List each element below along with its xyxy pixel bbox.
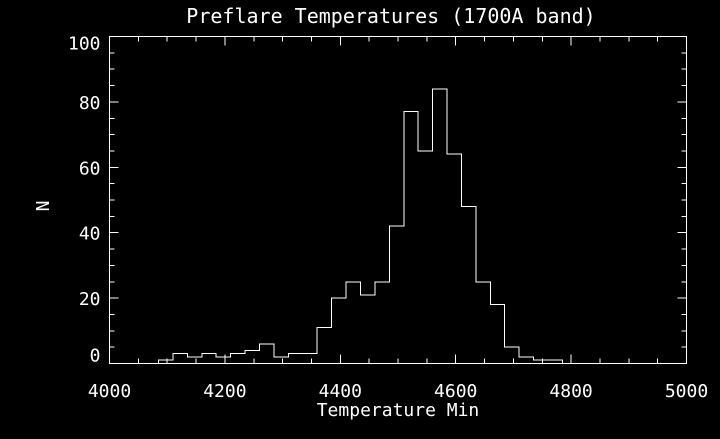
x-tick-labels: 4000 4200 4400 4600 4800 5000 <box>88 381 708 402</box>
y-tick-label: 0 <box>90 346 101 367</box>
y-tick-label: 40 <box>79 224 101 245</box>
axes <box>109 36 687 364</box>
y-tick-label: 80 <box>79 93 101 114</box>
y-tick-labels: 0 20 40 60 80 100 <box>68 34 101 367</box>
x-tick-label: 4600 <box>434 381 477 402</box>
x-tick-label: 4400 <box>319 381 362 402</box>
chart-title: Preflare Temperatures (1700A band) <box>186 4 595 28</box>
y-tick-label: 60 <box>79 158 101 179</box>
y-tick-label: 100 <box>68 34 101 55</box>
x-axis-label: Temperature Min <box>317 400 480 421</box>
y-tick-label: 20 <box>79 289 101 310</box>
x-tick-label: 4800 <box>549 381 592 402</box>
y-axis-label: N <box>33 201 54 212</box>
x-tick-label: 4000 <box>88 381 131 402</box>
histogram-series <box>109 88 687 364</box>
plot-frame <box>109 36 687 364</box>
x-tick-label: 4200 <box>203 381 246 402</box>
histogram-line <box>109 88 687 364</box>
x-tick-label: 5000 <box>665 381 708 402</box>
